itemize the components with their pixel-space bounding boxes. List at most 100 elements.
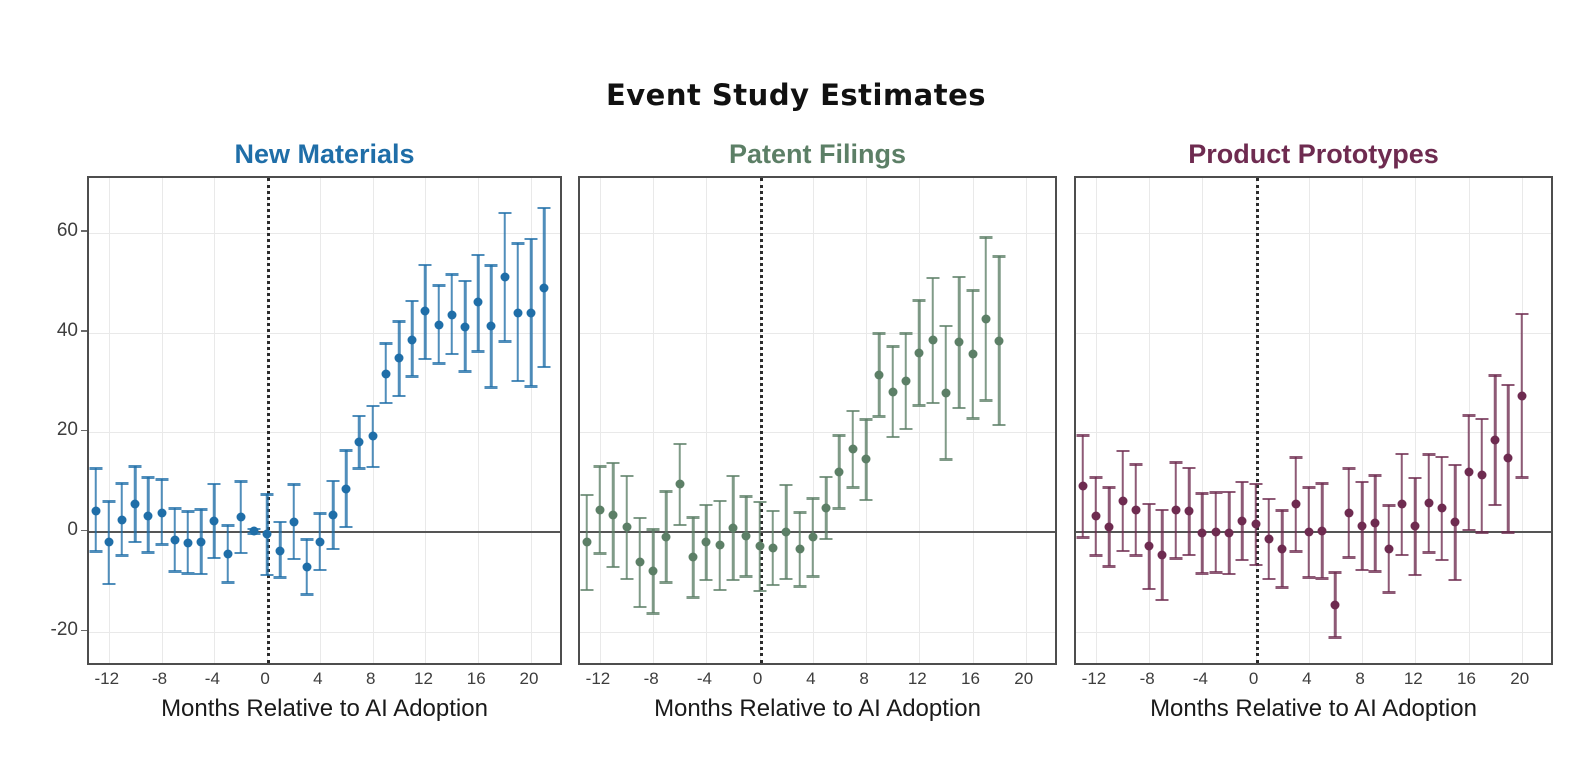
x-tick-label: 20 [519, 669, 539, 688]
data-point [328, 510, 338, 520]
data-point [888, 387, 898, 397]
error-cap-lower [886, 435, 900, 439]
error-cap-lower [102, 582, 116, 586]
error-cap-lower [713, 588, 727, 592]
error-cap-lower [445, 352, 459, 356]
data-point [1104, 522, 1114, 532]
error-cap-upper [458, 279, 472, 283]
data-point [608, 510, 618, 520]
panel-2: Patent Filings -12 -8 -4 0 4 8 12 16 20 Months Rel… [578, 139, 1057, 722]
gridline-horizontal [89, 632, 560, 634]
gridline-vertical [1362, 178, 1364, 663]
error-cap-lower [1182, 553, 1196, 557]
zero-reference-line [1076, 531, 1551, 534]
error-cap-upper [1328, 571, 1342, 574]
error-cap-upper [273, 520, 287, 524]
x-tick-label: 12 [907, 669, 927, 688]
error-cap-upper [580, 493, 594, 497]
y-tick-mark [81, 230, 87, 232]
error-cap-upper [366, 404, 380, 408]
data-point [236, 512, 246, 522]
error-cap-lower [1435, 558, 1449, 562]
data-point [1437, 503, 1447, 513]
error-cap-upper [1289, 456, 1303, 459]
error-cap-upper [432, 284, 446, 287]
error-cap-lower [1209, 571, 1223, 574]
error-cap-upper [1501, 383, 1515, 387]
error-cap-lower [194, 572, 208, 576]
error-cap-lower [1302, 576, 1316, 579]
error-cap-lower [926, 401, 940, 405]
data-point [223, 549, 233, 559]
data-point [500, 272, 510, 282]
error-cap-lower [753, 589, 767, 593]
y-tick-label: -20 [50, 619, 78, 641]
error-cap-lower [1368, 570, 1382, 573]
error-cap-upper [445, 273, 459, 276]
y-tick-mark [81, 629, 87, 632]
error-cap-lower [115, 554, 129, 557]
error-cap-lower [1328, 636, 1342, 639]
data-point [954, 337, 964, 347]
data-point [368, 431, 378, 441]
x-tick-label: 12 [413, 669, 433, 688]
error-cap-upper [115, 482, 129, 485]
data-point [582, 537, 592, 547]
x-tick-label: 16 [466, 669, 486, 688]
error-cap-lower [1315, 577, 1329, 580]
error-cap-lower [766, 583, 780, 587]
x-tick-label: 4 [313, 669, 323, 688]
data-point [143, 511, 153, 521]
data-point [249, 526, 259, 536]
gridline-horizontal [89, 232, 560, 234]
x-tick-label: 4 [1302, 669, 1312, 688]
data-point [688, 552, 698, 562]
data-point [1357, 521, 1367, 531]
error-cap-upper [1235, 480, 1249, 484]
y-tick-mark [81, 330, 87, 332]
error-cap-lower [606, 565, 620, 569]
gridline-vertical [706, 178, 708, 663]
data-point [486, 321, 496, 331]
error-cap-lower [1355, 568, 1369, 572]
gridline-vertical [1308, 178, 1310, 663]
error-cap-upper [379, 342, 393, 345]
error-cap-lower [846, 486, 860, 489]
gridline-vertical [161, 178, 163, 663]
error-cap-upper [155, 478, 169, 481]
error-cap-upper [339, 449, 353, 452]
data-point [1397, 499, 1407, 509]
data-point [1144, 541, 1154, 551]
gridline-vertical [319, 178, 321, 663]
data-point [1450, 517, 1460, 527]
error-cap-lower [313, 568, 327, 572]
data-point [808, 532, 818, 542]
error-cap-upper [89, 467, 103, 470]
error-cap-lower [899, 427, 913, 431]
x-tick-label: 8 [859, 669, 869, 688]
x-tick-label: -8 [1139, 669, 1155, 688]
panel-title: Product Prototypes [1188, 139, 1439, 169]
error-cap-lower [992, 423, 1006, 427]
data-point [130, 499, 140, 509]
event-time-line [759, 178, 763, 663]
error-cap-upper [1315, 482, 1329, 485]
error-cap-lower [1116, 549, 1130, 553]
error-cap-upper [699, 503, 713, 507]
error-cap-upper [952, 275, 966, 279]
data-point [648, 566, 658, 576]
error-cap-upper [939, 324, 953, 328]
error-cap-upper [739, 495, 753, 498]
error-cap-lower [1501, 531, 1515, 534]
error-cap-lower [1249, 563, 1263, 567]
error-cap-lower [939, 458, 953, 461]
x-tick-label: -4 [204, 669, 220, 688]
error-cap-upper [141, 476, 155, 479]
data-point [381, 369, 391, 379]
data-point [928, 335, 938, 345]
error-cap-upper [726, 474, 740, 478]
error-cap-lower [1235, 558, 1249, 562]
x-tick-label: 8 [1355, 669, 1365, 688]
data-point [1330, 600, 1340, 610]
gridline-vertical [972, 178, 974, 663]
